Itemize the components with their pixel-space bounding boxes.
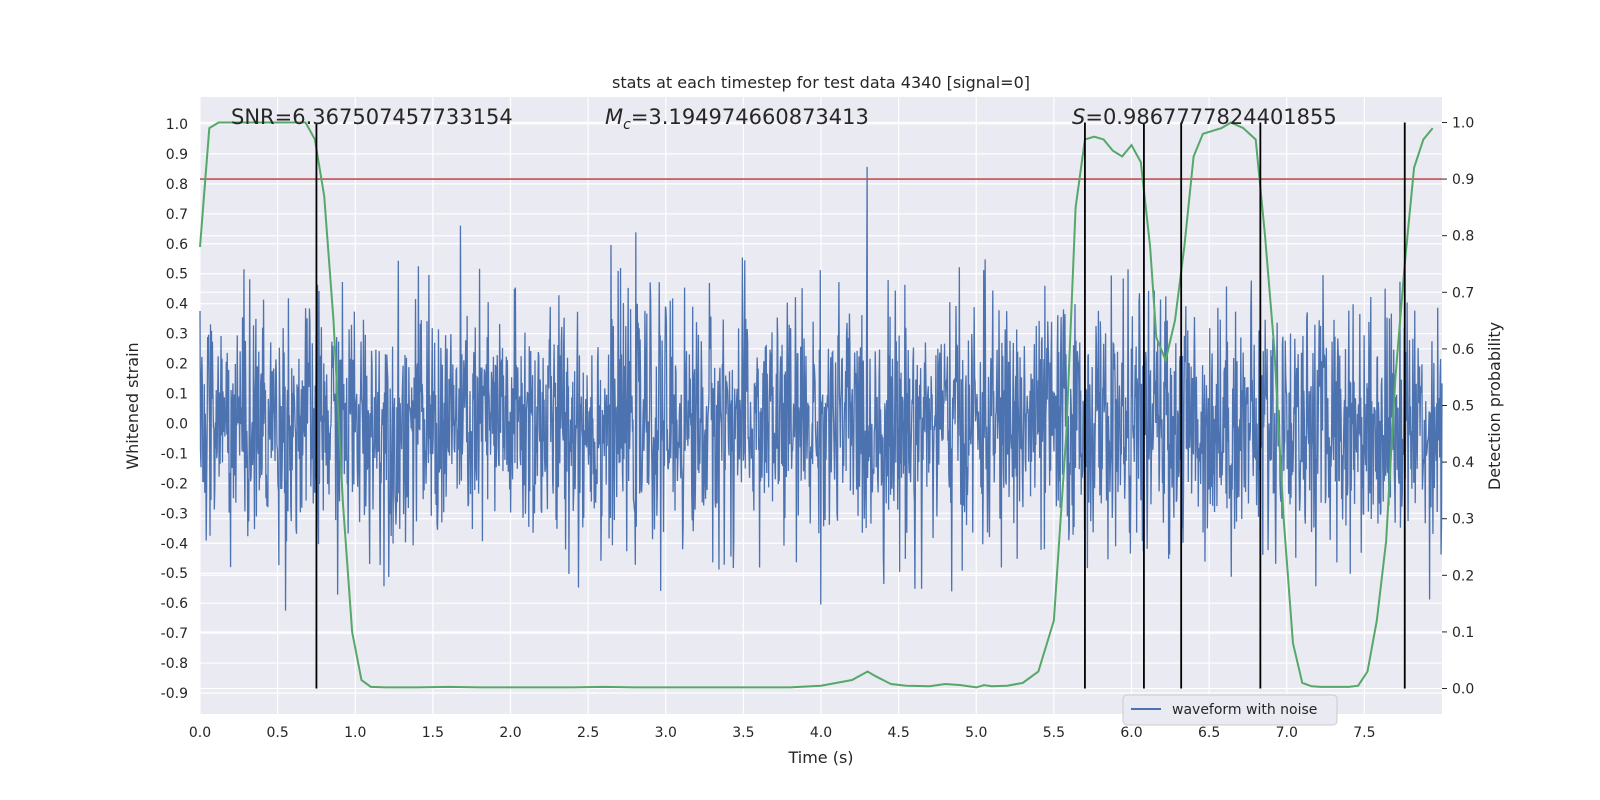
y-right-tick-label: 0.5 [1452,399,1474,415]
waveform-line [199,166,1443,611]
y-tick-label: 0.6 [166,237,188,253]
chirp-mass-annotation: Mc=3.194974660873413 [605,105,869,133]
y-tick-label: -0.4 [161,536,188,552]
y-right-tick-label: 0.6 [1452,342,1474,358]
legend-box [1122,694,1338,726]
y-tick-label: -0.7 [161,626,188,642]
y-tick-label: -0.8 [161,656,188,672]
y-right-tick-label: 0.3 [1452,512,1474,528]
y-tick-label: -0.2 [161,476,188,492]
y-right-tick-label: 0.0 [1452,682,1474,698]
x-tick-label: 2.5 [577,725,599,741]
x-tick-label: 7.0 [1276,725,1298,741]
y-right-tick-label: 1.0 [1452,115,1474,131]
x-tick-label: 4.5 [887,725,909,741]
y-tick-label: 0.8 [166,177,188,193]
x-tick-label: 6.0 [1120,725,1142,741]
x-tick-label: 4.0 [810,725,832,741]
mc-symbol: M [605,105,623,129]
detection-probability-line [199,121,1434,689]
y-tick-label: -0.9 [161,686,188,702]
legend: waveform with noise [1122,694,1338,726]
y-tick-label: -0.5 [161,566,188,582]
y-tick-label: 0.7 [166,207,188,223]
y-right-axis-label: Detection probability [1485,322,1504,490]
y-right-tick-label: 0.8 [1452,229,1474,245]
y-tick-label: -0.1 [161,446,188,462]
s-symbol: S [1072,105,1085,129]
x-tick-label: 2.0 [499,725,521,741]
y-axis-ticks: 1.0 0.9 0.8 0.7 0.6 0.5 0.4 0.3 0.2 0.1 0.0 -0.1 -0.… [161,117,188,702]
y-tick-label: 0.2 [166,357,188,373]
y-tick-label: 0.9 [166,147,188,163]
trigger-lines [315,122,1406,689]
x-tick-label: 5.5 [1043,725,1065,741]
legend-label-waveform: waveform with noise [1172,702,1317,718]
y-tick-label: -0.3 [161,506,188,522]
y-right-axis-ticks: 1.0 0.9 0.8 0.7 0.6 0.5 0.4 0.3 0.2 0.1 0.0 [1442,115,1474,698]
y-right-tick-label: 0.2 [1452,568,1474,584]
y-tick-label: 0.5 [166,267,188,283]
score-annotation: S=0.9867777824401855 [1072,105,1337,129]
x-tick-label: 5.0 [965,725,987,741]
y-tick-label: -0.6 [161,596,188,612]
y-tick-label: 0.0 [166,416,188,432]
x-tick-label: 7.5 [1353,725,1375,741]
mc-subscript: c [623,117,631,133]
x-tick-label: 1.5 [422,725,444,741]
x-axis-ticks: 0.0 0.5 1.0 1.5 2.0 2.5 3.0 3.5 4.0 4.5 5.0 5.5 6.0 6… [189,725,1376,741]
chart-title: stats at each timestep for test data 434… [612,73,1030,92]
series-waveform-with-noise [199,166,1443,611]
y-right-tick-label: 0.9 [1452,172,1474,188]
y-right-tick-label: 0.1 [1452,625,1474,641]
y-right-tick-label: 0.7 [1452,285,1474,301]
x-tick-label: 0.5 [266,725,288,741]
s-value: =0.9867777824401855 [1085,105,1336,129]
y-right-tick-label: 0.4 [1452,455,1474,471]
x-tick-label: 6.5 [1198,725,1220,741]
snr-annotation: SNR=6.367507457733154 [231,105,513,129]
y-tick-label: 0.1 [166,387,188,403]
x-tick-label: 3.0 [655,725,677,741]
detection-probability-series [199,121,1434,689]
y-tick-label: 1.0 [166,117,188,133]
y-axis-label: Whitened strain [123,342,142,469]
y-tick-label: 0.3 [166,327,188,343]
x-axis-label: Time (s) [787,748,853,767]
x-tick-label: 0.0 [189,725,211,741]
x-tick-label: 3.5 [732,725,754,741]
x-tick-label: 1.0 [344,725,366,741]
mc-value: =3.194974660873413 [631,105,869,129]
y-tick-label: 0.4 [166,297,188,313]
